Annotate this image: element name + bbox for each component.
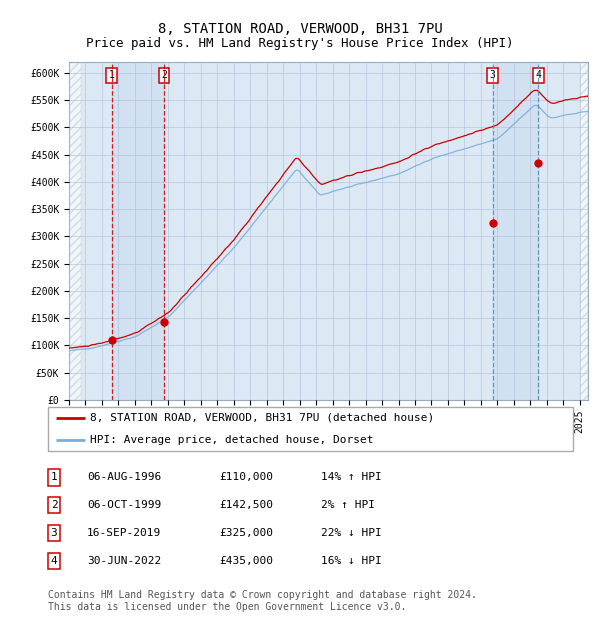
Text: 1: 1 <box>109 71 115 81</box>
Text: 4: 4 <box>535 71 541 81</box>
Text: 3: 3 <box>490 71 496 81</box>
Text: 06-AUG-1996: 06-AUG-1996 <box>87 472 161 482</box>
Text: Price paid vs. HM Land Registry's House Price Index (HPI): Price paid vs. HM Land Registry's House … <box>86 37 514 50</box>
Text: Contains HM Land Registry data © Crown copyright and database right 2024.
This d: Contains HM Land Registry data © Crown c… <box>48 590 477 612</box>
Text: HPI: Average price, detached house, Dorset: HPI: Average price, detached house, Dors… <box>90 435 373 445</box>
Text: 3: 3 <box>50 528 58 538</box>
Text: 22% ↓ HPI: 22% ↓ HPI <box>321 528 382 538</box>
Text: £142,500: £142,500 <box>219 500 273 510</box>
Text: £325,000: £325,000 <box>219 528 273 538</box>
Text: 30-JUN-2022: 30-JUN-2022 <box>87 556 161 566</box>
Text: 06-OCT-1999: 06-OCT-1999 <box>87 500 161 510</box>
Bar <box>580 62 588 400</box>
Text: £435,000: £435,000 <box>219 556 273 566</box>
Text: 1: 1 <box>50 472 58 482</box>
Text: £110,000: £110,000 <box>219 472 273 482</box>
Text: 16-SEP-2019: 16-SEP-2019 <box>87 528 161 538</box>
Text: 2: 2 <box>50 500 58 510</box>
Bar <box>493 62 538 400</box>
Text: 14% ↑ HPI: 14% ↑ HPI <box>321 472 382 482</box>
Text: 2% ↑ HPI: 2% ↑ HPI <box>321 500 375 510</box>
Text: 2: 2 <box>161 71 167 81</box>
Bar <box>112 62 164 400</box>
Bar <box>69 62 80 400</box>
Text: 16% ↓ HPI: 16% ↓ HPI <box>321 556 382 566</box>
Text: 8, STATION ROAD, VERWOOD, BH31 7PU: 8, STATION ROAD, VERWOOD, BH31 7PU <box>158 22 442 36</box>
Text: 8, STATION ROAD, VERWOOD, BH31 7PU (detached house): 8, STATION ROAD, VERWOOD, BH31 7PU (deta… <box>90 413 434 423</box>
Text: 4: 4 <box>50 556 58 566</box>
